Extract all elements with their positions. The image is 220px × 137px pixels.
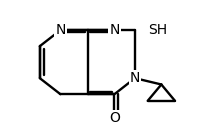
Text: N: N: [109, 23, 120, 37]
Text: SH: SH: [148, 23, 167, 37]
Text: O: O: [109, 111, 120, 125]
Text: N: N: [55, 23, 66, 37]
Text: N: N: [130, 71, 140, 85]
